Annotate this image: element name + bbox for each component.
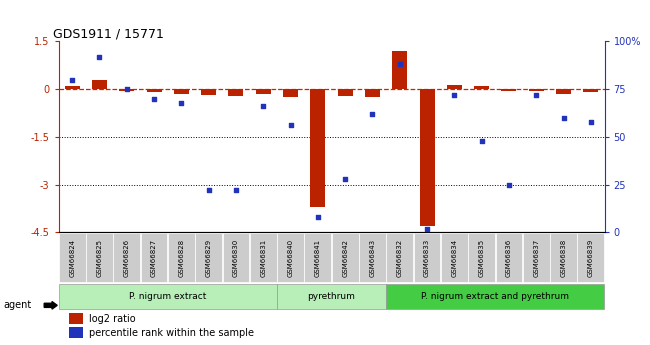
- Point: [586, 119, 596, 125]
- Text: agent: agent: [3, 300, 31, 310]
- Bar: [501, 89, 517, 91]
- Text: GSM66843: GSM66843: [369, 239, 376, 277]
- Text: P. nigrum extract: P. nigrum extract: [129, 292, 207, 300]
- Text: GSM66837: GSM66837: [533, 238, 540, 277]
- Text: GSM66830: GSM66830: [233, 238, 239, 277]
- Text: GSM66836: GSM66836: [506, 238, 512, 277]
- Bar: [495, 233, 523, 282]
- Bar: [304, 233, 332, 282]
- Bar: [359, 233, 386, 282]
- Point: [449, 92, 460, 98]
- Bar: [523, 233, 550, 282]
- Text: GSM66825: GSM66825: [96, 239, 103, 277]
- Bar: [310, 89, 326, 207]
- Point: [231, 188, 241, 193]
- Point: [504, 182, 514, 187]
- Point: [258, 104, 268, 109]
- Bar: [86, 233, 113, 282]
- Bar: [195, 233, 222, 282]
- Bar: [222, 233, 250, 282]
- Bar: [58, 233, 86, 282]
- Bar: [250, 233, 277, 282]
- Bar: [413, 233, 441, 282]
- Point: [313, 215, 323, 220]
- Text: P. nigrum extract and pyrethrum: P. nigrum extract and pyrethrum: [421, 292, 569, 300]
- Text: GSM66831: GSM66831: [260, 238, 266, 277]
- Text: GSM66834: GSM66834: [451, 239, 458, 277]
- Text: GSM66840: GSM66840: [287, 239, 294, 277]
- Point: [94, 54, 105, 59]
- Point: [367, 111, 378, 117]
- Point: [285, 123, 296, 128]
- Bar: [228, 89, 244, 96]
- Text: GSM66839: GSM66839: [588, 238, 594, 277]
- Bar: [70, 327, 83, 338]
- Text: GSM66841: GSM66841: [315, 239, 321, 277]
- Bar: [332, 233, 359, 282]
- Text: GSM66838: GSM66838: [560, 238, 567, 277]
- Bar: [283, 89, 298, 97]
- Text: pyrethrum: pyrethrum: [307, 292, 356, 300]
- Text: GSM66828: GSM66828: [178, 239, 185, 277]
- Bar: [277, 284, 386, 309]
- Bar: [140, 233, 168, 282]
- Bar: [174, 89, 189, 94]
- Bar: [168, 233, 195, 282]
- Text: GSM66829: GSM66829: [205, 239, 212, 277]
- Text: GSM66832: GSM66832: [396, 239, 403, 277]
- Bar: [113, 233, 140, 282]
- Bar: [392, 51, 408, 89]
- Text: GSM66827: GSM66827: [151, 239, 157, 277]
- Bar: [365, 89, 380, 97]
- Point: [340, 176, 350, 182]
- Bar: [146, 89, 162, 92]
- Bar: [58, 284, 277, 309]
- Bar: [583, 89, 599, 92]
- Bar: [70, 313, 83, 324]
- Bar: [474, 86, 489, 89]
- Bar: [419, 89, 435, 226]
- Bar: [92, 80, 107, 89]
- Bar: [447, 85, 462, 89]
- Bar: [201, 89, 216, 95]
- Point: [558, 115, 569, 121]
- Point: [149, 96, 159, 101]
- Text: GSM66824: GSM66824: [69, 239, 75, 277]
- Bar: [386, 233, 413, 282]
- Bar: [64, 86, 80, 89]
- Bar: [337, 89, 353, 96]
- Point: [176, 100, 187, 105]
- Text: GSM66835: GSM66835: [478, 239, 485, 277]
- Bar: [556, 89, 571, 94]
- Text: GSM66826: GSM66826: [124, 239, 130, 277]
- Point: [395, 61, 405, 67]
- Text: percentile rank within the sample: percentile rank within the sample: [88, 327, 254, 337]
- Text: GSM66842: GSM66842: [342, 239, 348, 277]
- Bar: [528, 89, 544, 91]
- Bar: [277, 233, 304, 282]
- Point: [67, 77, 77, 82]
- Bar: [119, 89, 135, 91]
- Point: [476, 138, 487, 144]
- Point: [122, 86, 132, 92]
- Bar: [441, 233, 468, 282]
- Bar: [577, 233, 605, 282]
- Text: log2 ratio: log2 ratio: [88, 314, 135, 324]
- Text: GSM66833: GSM66833: [424, 238, 430, 277]
- Bar: [468, 233, 495, 282]
- Text: GDS1911 / 15771: GDS1911 / 15771: [53, 27, 164, 40]
- Point: [531, 92, 541, 98]
- Point: [203, 188, 214, 193]
- Bar: [255, 89, 271, 94]
- Bar: [386, 284, 604, 309]
- Point: [422, 226, 432, 231]
- Bar: [550, 233, 577, 282]
